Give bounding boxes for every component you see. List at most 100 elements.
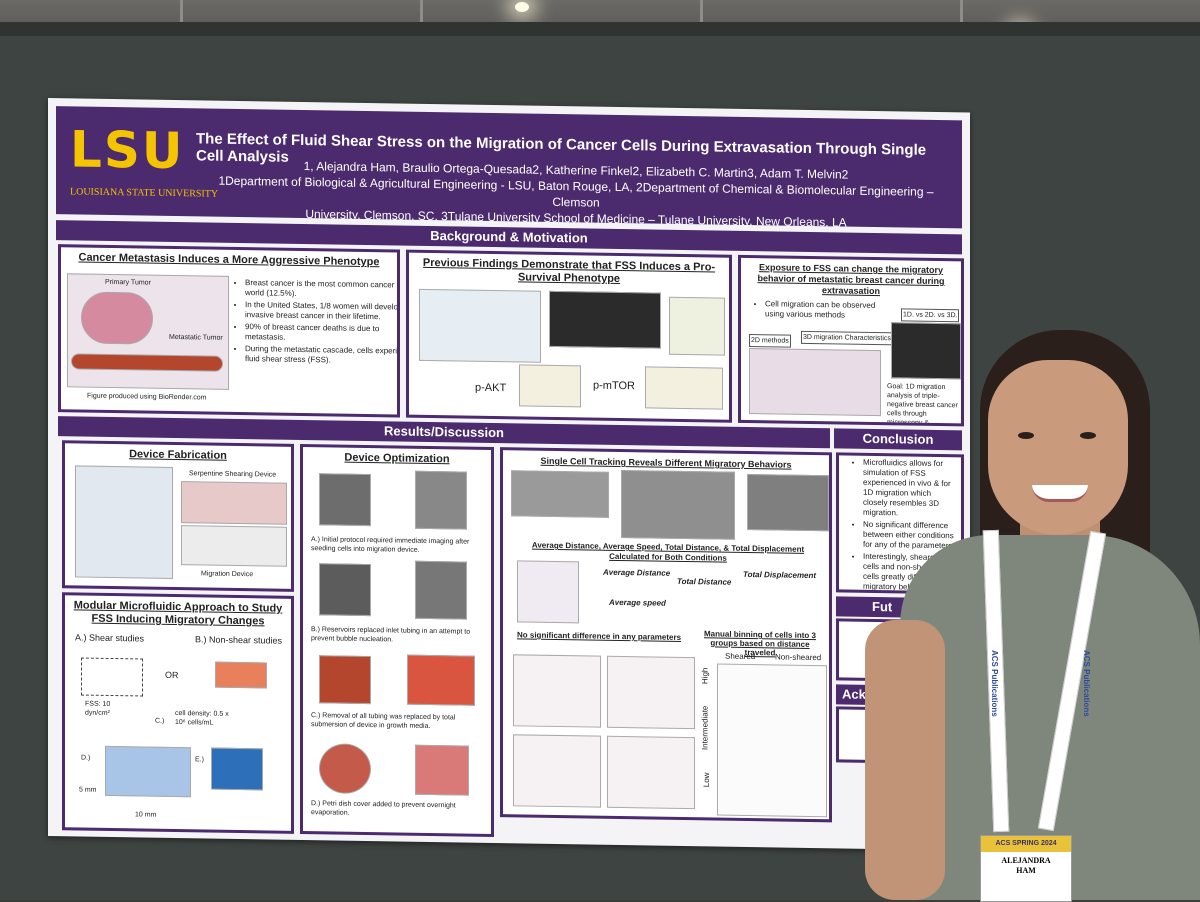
box-plot-average-distance [513, 654, 601, 728]
fabrication-steps [75, 465, 173, 579]
label-d: D.) [81, 754, 91, 762]
panel-title: Device Optimization [344, 451, 450, 466]
bullet: During the metastatic cascade, cells exp… [245, 344, 400, 367]
optimization-photo-c1 [319, 655, 371, 705]
trajectory-plots [717, 663, 827, 818]
metastasis-bullets: Breast cancer is the most common cancer … [233, 278, 400, 369]
label-total-displacement: Total Displacement [743, 569, 817, 581]
poster-header: LSU LOUISIANA STATE UNIVERSITY The Effec… [56, 106, 962, 230]
label-high: High [700, 667, 710, 685]
label-10mm: 10 mm [135, 811, 157, 819]
lsu-logo: LSU [70, 120, 185, 181]
flask-icon [215, 661, 267, 689]
panel-title: Single Cell Tracking Reveals Different M… [540, 455, 792, 470]
optimization-photo-b1 [319, 563, 371, 617]
badge-last-name: HAM [1016, 866, 1036, 875]
panel-title: Previous Findings Demonstrate that FSS I… [422, 256, 716, 285]
lanyard-text: ACS Publications [1082, 650, 1091, 717]
cell-path-diagram [517, 560, 579, 624]
bullet: Cell migration can be observed using var… [765, 299, 885, 321]
panel-device-fabrication: Device Fabrication Serpentine Shearing D… [62, 440, 294, 592]
label-total-distance: Total Distance [677, 576, 732, 587]
step-a-text: A.) Initial protocol required immediate … [311, 536, 470, 554]
label-no-significant-difference: No significant difference in any paramet… [517, 630, 682, 642]
lanyard-text: ACS Publications [990, 650, 999, 717]
smile [1032, 485, 1088, 502]
panel-metastasis: Cancer Metastasis Induces a More Aggress… [58, 244, 400, 418]
microscopy-grid [549, 290, 661, 349]
label-low: Low [701, 772, 711, 788]
box-plot-total-displacement [607, 735, 695, 810]
label-or: OR [165, 669, 179, 681]
serpentine-channel-diagram [81, 657, 143, 697]
label-metastatic-tumor: Metastatic Tumor [169, 333, 223, 342]
migration-device-diagram [105, 745, 191, 798]
label-fss: FSS: 10 dyn/cm² [85, 700, 111, 717]
serpentine-device-photo [181, 481, 287, 525]
panel-device-optimization: Device Optimization A.) Initial protocol… [300, 443, 494, 838]
bullet: 90% of breast cancer deaths is due to me… [245, 322, 400, 345]
label-shear-studies: A.) Shear studies [75, 632, 145, 644]
tumor-cells-image [81, 291, 153, 345]
label-c: C.) [155, 717, 165, 725]
label-sheared: Sheared [725, 651, 756, 662]
label-average-distance: Average Distance [603, 567, 671, 578]
label-non-sheared: Non-sheared [775, 652, 822, 663]
presenter-arm [865, 620, 945, 900]
poster-authors: 1, Alejandra Ham, Braulio Ortega-Quesada… [196, 156, 956, 232]
box-plot-mtor [645, 366, 723, 410]
optimization-photo-a1 [319, 473, 371, 527]
label-intermediate: Intermediate [700, 705, 710, 751]
step-b-text: B.) Reservoirs replaced inlet tubing in … [311, 626, 471, 644]
panel-title: Exposure to FSS can change the migratory… [757, 262, 945, 297]
label-5mm: 5 mm [79, 786, 97, 794]
tracking-timelapse [621, 470, 735, 540]
figure-caption: Figure produced using BioRender.com [87, 392, 207, 402]
optimization-photo-d1 [319, 743, 371, 795]
bar-chart-image [669, 296, 725, 356]
box-plot-average-speed [607, 655, 695, 730]
label-cell-density: cell density: 0.5 x 10⁶ cells/mL [175, 709, 229, 727]
bullet: In the United States, 1/8 women will dev… [245, 300, 400, 323]
poster-board-frame [0, 22, 1200, 36]
presenter-face [988, 360, 1128, 535]
ceiling-light [515, 2, 529, 12]
box-plot-akt [519, 364, 581, 408]
panel-title: Device Fabrication [129, 448, 227, 462]
box-plot-total-distance [513, 734, 601, 808]
panel-single-cell-tracking: Single Cell Tracking Reveals Different M… [500, 447, 832, 823]
panel-title: Cancer Metastasis Induces a More Aggress… [78, 251, 380, 269]
step-d-text: D.) Petri dish cover added to prevent ov… [311, 800, 456, 817]
eye [1018, 432, 1034, 439]
label-migration-device: Migration Device [201, 570, 254, 579]
label-2d-methods: 2D methods [749, 334, 791, 348]
label-p-akt: p-AKT [475, 381, 507, 395]
bullet: Breast cancer is the most common cancer … [245, 278, 400, 301]
step-c-text: C.) Removal of all tubing was replaced b… [311, 712, 456, 731]
panel-previous-findings: Previous Findings Demonstrate that FSS I… [406, 249, 732, 423]
badge-event: ACS SPRING 2024 [981, 836, 1071, 852]
channel-zoom-diagram [211, 747, 263, 791]
optimization-photo-d2 [415, 744, 469, 796]
migration-device-photo [181, 525, 287, 567]
label-serpentine-device: Serpentine Shearing Device [189, 470, 277, 479]
panel-modular-approach: Modular Microfluidic Approach to Study F… [62, 592, 294, 834]
optimization-photo-c2 [407, 654, 475, 706]
tracking-brightfield [511, 470, 609, 518]
research-poster: LSU LOUISIANA STATE UNIVERSITY The Effec… [48, 98, 970, 851]
tracking-paths [747, 473, 829, 532]
name-badge: ACS SPRING 2024 ALEJANDRA HAM [980, 835, 1072, 902]
label-non-shear-studies: B.) Non-shear studies [195, 634, 283, 646]
label-e: E.) [195, 756, 204, 764]
presenter: ACS Publications ACS Publications ACS SP… [860, 320, 1200, 902]
blood-vessel-image [71, 353, 223, 372]
label-p-mtor: p-mTOR [593, 379, 635, 393]
panel-title: Modular Microfluidic Approach to Study F… [73, 599, 283, 628]
label-average-speed: Average speed [609, 597, 666, 608]
optimization-photo-b2 [415, 560, 467, 620]
label-primary-tumor: Primary Tumor [105, 278, 151, 287]
badge-first-name: ALEJANDRA [1001, 856, 1051, 865]
optimization-photo-a2 [415, 470, 467, 530]
experiment-schematic [419, 288, 541, 363]
exposure-bullets: Cell migration can be observed using var… [755, 299, 885, 321]
